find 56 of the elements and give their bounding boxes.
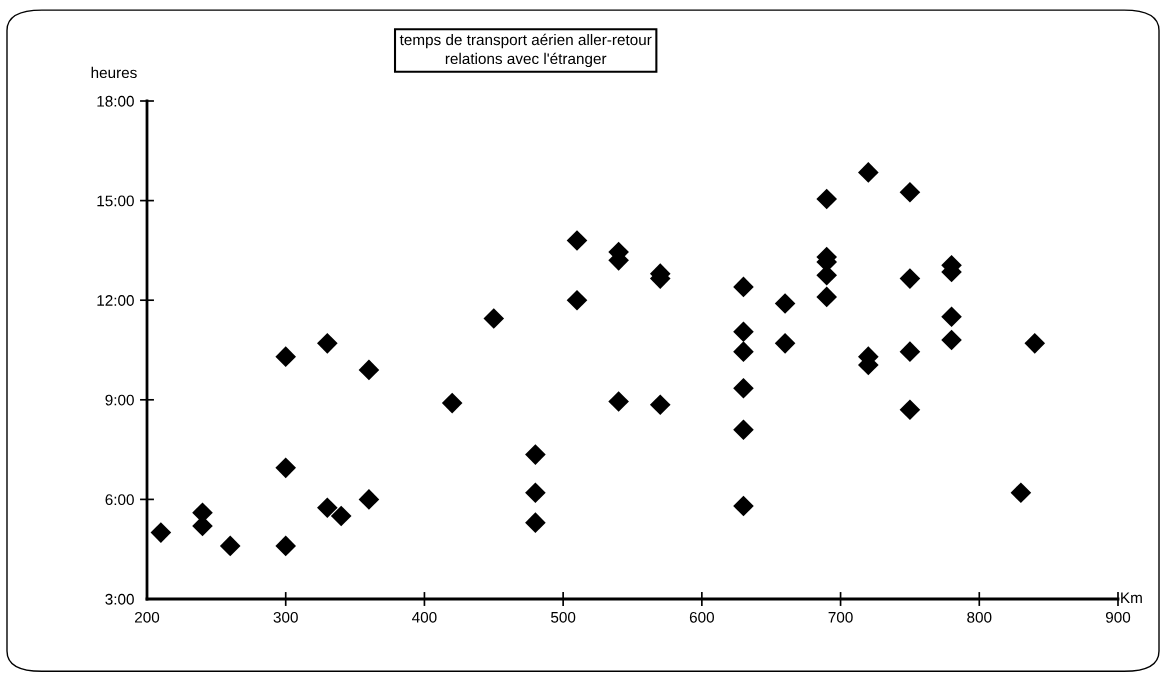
point (733, 321, 754, 343)
point (899, 268, 921, 289)
y-tick-label: 9:00 (105, 394, 134, 406)
x-tick-label: 300 (273, 611, 298, 623)
point (941, 306, 962, 328)
point (1010, 482, 1032, 504)
point (816, 265, 837, 286)
y-axis-title: heures (91, 66, 137, 79)
point (733, 495, 754, 517)
point (899, 399, 921, 421)
point (858, 162, 879, 183)
point (816, 188, 837, 210)
x-tick-label: 500 (551, 611, 576, 623)
point (441, 392, 463, 414)
point (733, 341, 754, 362)
point (816, 286, 837, 308)
y-tick-label: 6:00 (105, 494, 134, 506)
x-axis-title: Km (1121, 592, 1142, 603)
point (150, 522, 172, 543)
point (525, 444, 546, 465)
point (525, 512, 546, 533)
x-tick-label: 800 (967, 611, 992, 623)
y-tick-label: 12:00 (97, 295, 134, 306)
point (275, 457, 297, 479)
point (733, 377, 754, 399)
point (1024, 333, 1046, 354)
y-tick-label: 18:00 (97, 95, 134, 107)
point (566, 289, 588, 311)
x-tick-label: 700 (828, 611, 853, 623)
point (330, 505, 352, 527)
point (275, 346, 297, 367)
y-tick-label: 15:00 (97, 195, 134, 207)
point (358, 489, 380, 510)
point (358, 359, 380, 381)
point (899, 182, 921, 203)
point (608, 391, 629, 412)
x-tick-label: 400 (412, 611, 437, 623)
point (733, 276, 754, 298)
point (317, 497, 338, 518)
x-tick-label: 900 (1105, 611, 1131, 623)
point (899, 341, 921, 362)
point (483, 308, 505, 329)
point (733, 419, 754, 440)
point (566, 230, 588, 251)
point (275, 535, 297, 557)
x-tick-label: 600 (689, 611, 715, 623)
point (774, 333, 796, 354)
point (317, 333, 338, 354)
point (774, 293, 796, 314)
point (649, 394, 671, 416)
chart-title: temps de transport aérien aller-retour relations avec l'étranger (399, 33, 652, 68)
x-tick-label: 200 (135, 611, 160, 623)
point (219, 535, 241, 557)
point (525, 482, 546, 504)
point (941, 329, 962, 351)
y-tick-label: 3:00 (105, 593, 134, 605)
